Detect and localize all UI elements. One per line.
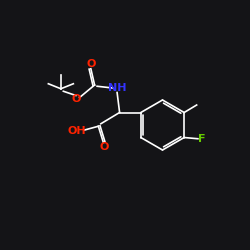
Text: O: O bbox=[86, 59, 96, 69]
Text: O: O bbox=[100, 142, 109, 152]
Text: F: F bbox=[198, 134, 205, 144]
Text: OH: OH bbox=[67, 126, 86, 136]
Text: NH: NH bbox=[108, 83, 126, 93]
Text: O: O bbox=[72, 94, 81, 104]
